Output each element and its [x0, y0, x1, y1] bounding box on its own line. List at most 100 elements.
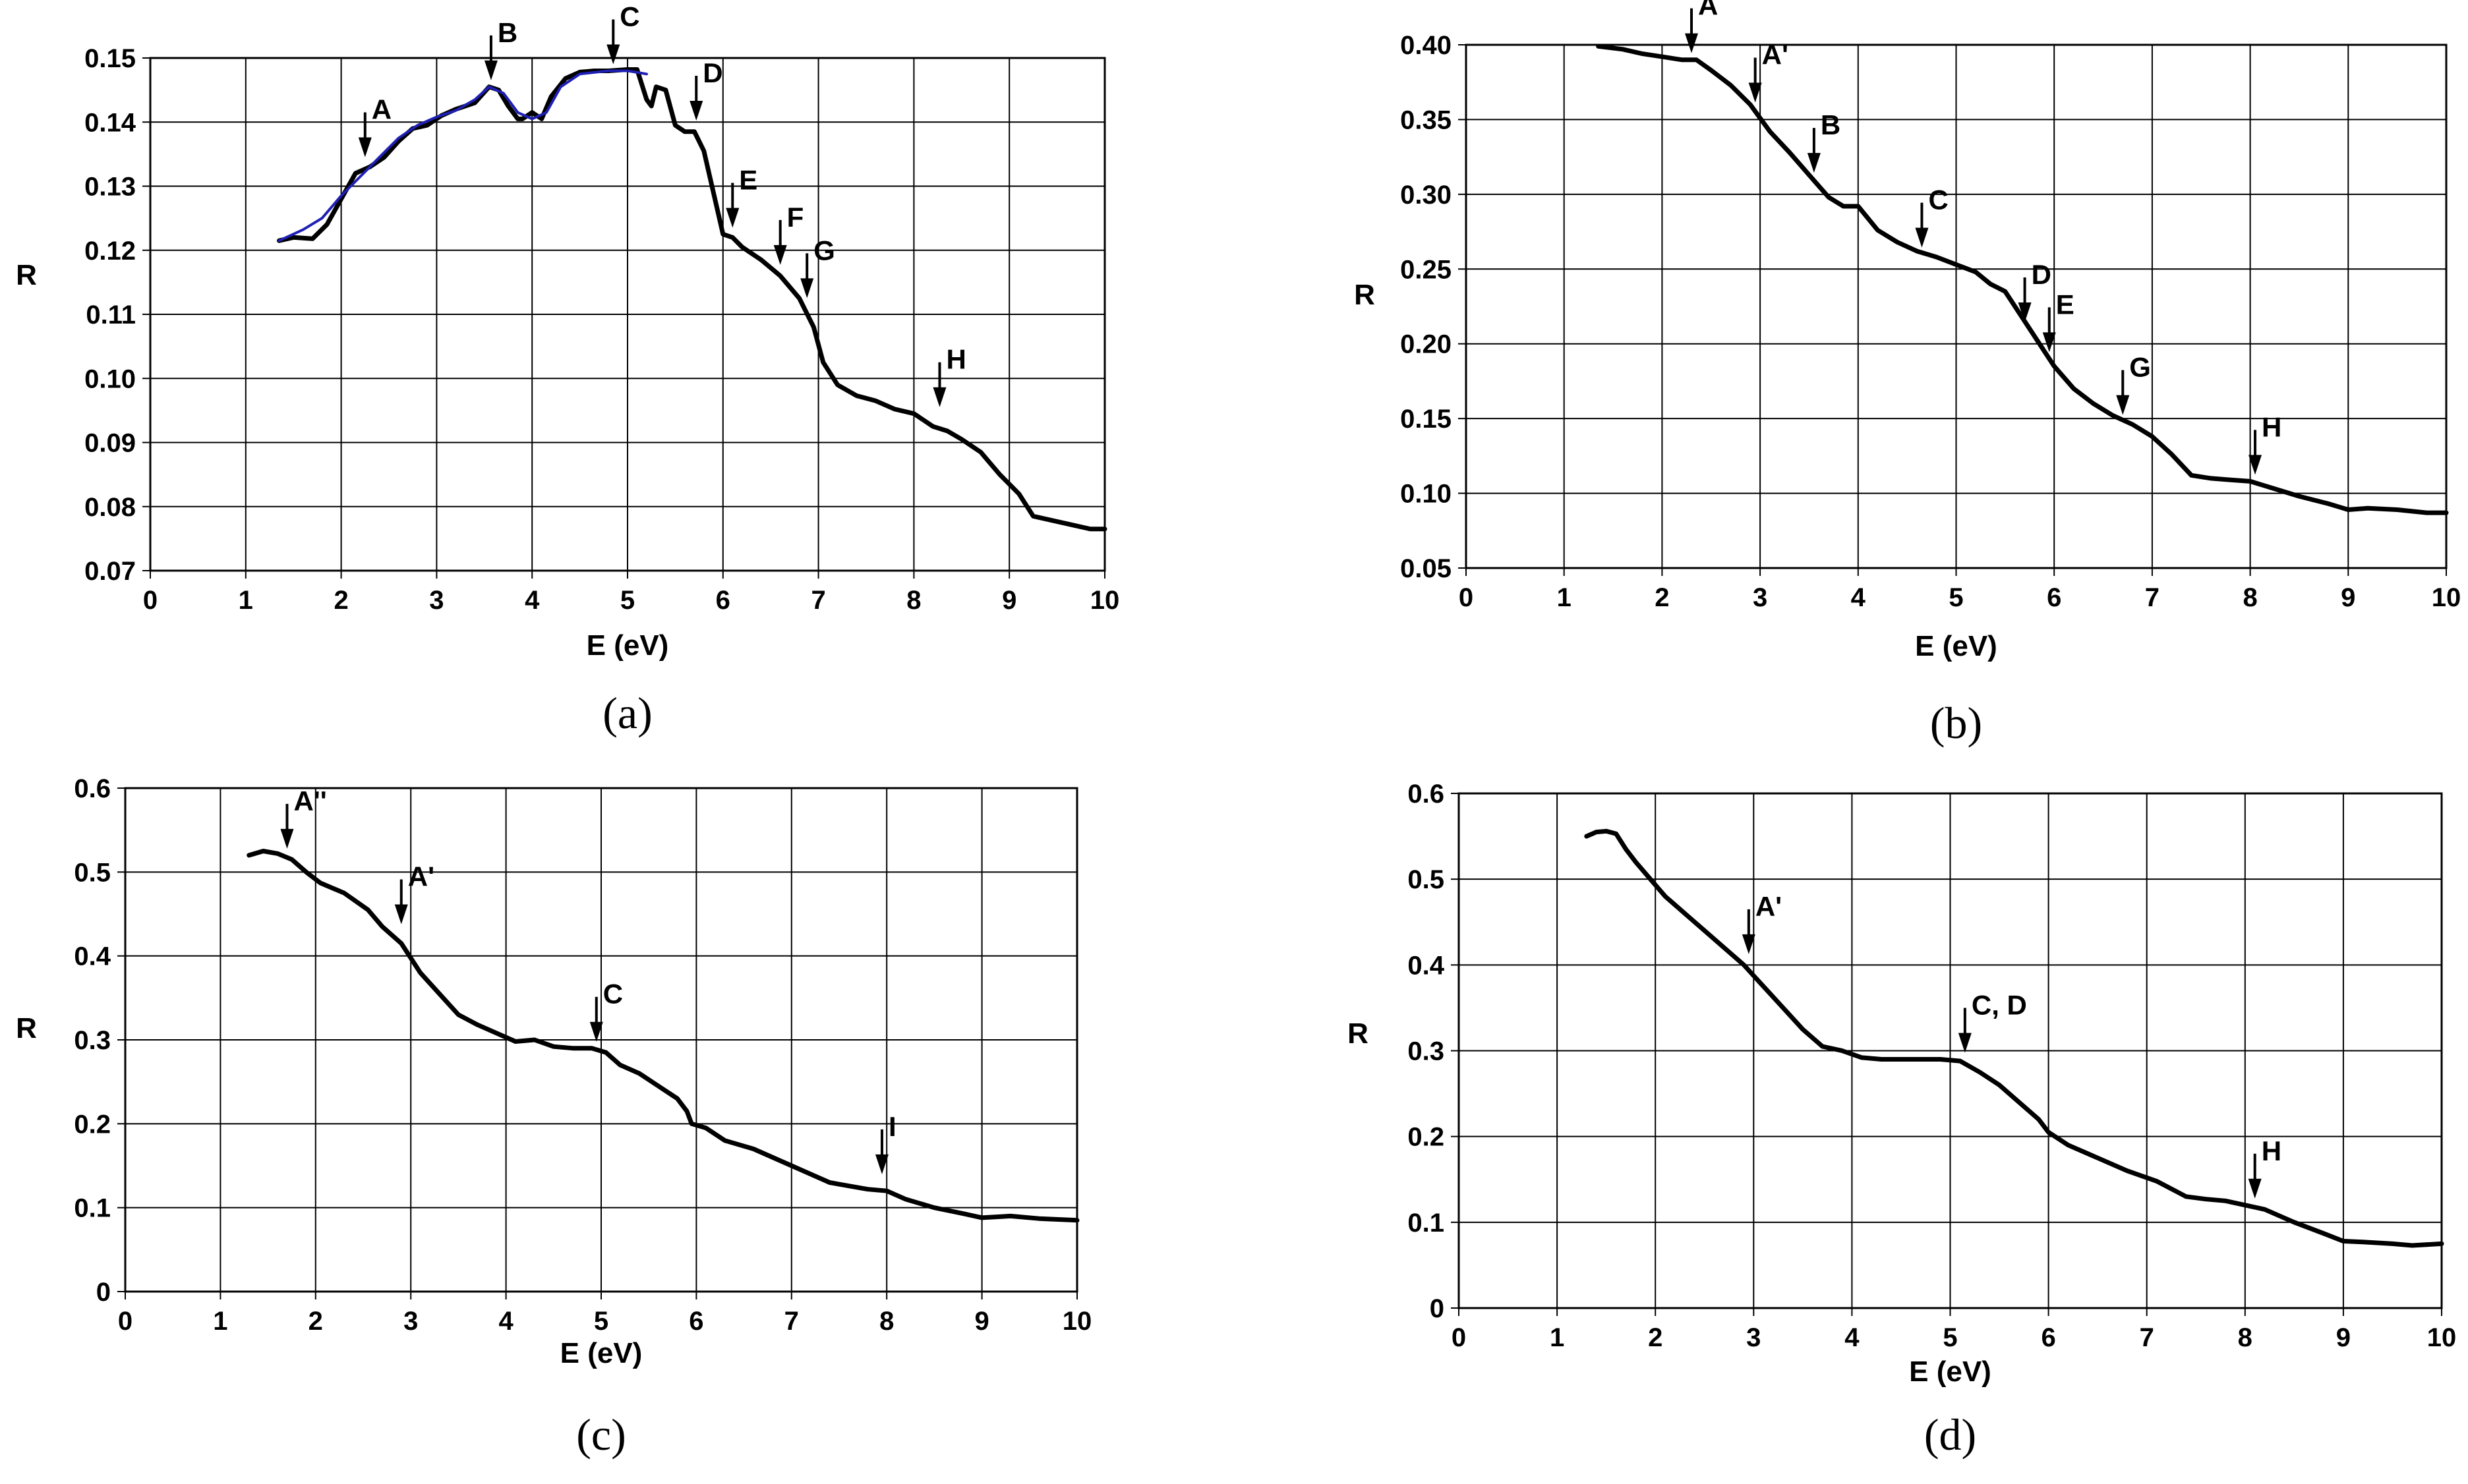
panel-0-xtick-label-10: 10: [1090, 586, 1120, 615]
panel-0-series-measured: [277, 67, 1107, 532]
panel-2-annotation-label-2: C: [603, 979, 623, 1010]
panel-3-series-measured: [1584, 828, 2444, 1248]
panel-3-ytick-label-3: 0.3: [1407, 1037, 1444, 1066]
panel-2-xtick-label-2: 2: [308, 1307, 323, 1336]
panel-0-annotation-arrow-head-7: [933, 387, 947, 407]
panel-1-xtick-label-1: 1: [1557, 583, 1572, 612]
chart-panel-b: 0 1 2 3 4 5 6 7 8 9 10 0.05 0.10 0.15 0.20 0.25 0.30 0.35…: [1354, 0, 2461, 748]
panel-0-xtick-label-6: 6: [716, 586, 730, 615]
panel-1-annotation-arrow-head-1: [1748, 82, 1762, 103]
panel-1-xtick-label-7: 7: [2145, 583, 2160, 612]
panel-1-ytick-label-4: 0.25: [1400, 255, 1452, 284]
panel-1-xtick-label-4: 4: [1851, 583, 1866, 612]
panel-0-annotation-label-0: A: [372, 94, 392, 125]
panel-2-xtick-label-7: 7: [784, 1307, 799, 1336]
panel-1-ytick-label-1: 0.10: [1400, 480, 1452, 509]
panel-1-annotation-label-1: A': [1762, 40, 1788, 71]
panel-1-annotation-arrow-head-7: [2248, 455, 2262, 475]
panel-0-annotation-arrow-head-3: [690, 101, 703, 121]
panel-0-annotation-label-1: B: [498, 17, 517, 48]
panel-2-xtick-label-3: 3: [403, 1307, 418, 1336]
panel-2-panel-label: (c): [576, 1410, 626, 1460]
panel-3-xtick-label-5: 5: [1943, 1323, 1957, 1352]
panel-3-ytick-label-4: 0.4: [1407, 951, 1444, 980]
panel-0-panel-label: (a): [602, 688, 652, 738]
panel-1-annotation-label-4: D: [2032, 259, 2051, 290]
panel-3-annotation-label-1: C, D: [1972, 990, 2027, 1021]
panel-0-ytick-label-0: 0.07: [84, 557, 136, 586]
panel-0-xtick-label-0: 0: [143, 586, 158, 615]
panel-0-xtick-label-8: 8: [906, 586, 921, 615]
panel-0-xtick-label-3: 3: [429, 586, 444, 615]
panel-3-ytick-label-6: 0.6: [1407, 780, 1444, 809]
panel-0-annotation-label-4: E: [739, 164, 757, 195]
panel-3-annotation-label-2: H: [2262, 1135, 2281, 1166]
panel-3-xtick-label-8: 8: [2238, 1323, 2252, 1352]
panel-2-ytick-label-2: 0.2: [74, 1110, 111, 1139]
panel-3-panel-label: (d): [1924, 1410, 1976, 1460]
panel-0-ytick-label-1: 0.08: [84, 493, 136, 522]
panel-3-xtick-label-10: 10: [2427, 1323, 2457, 1352]
panel-0-annotation-label-3: D: [703, 57, 722, 88]
panel-2-xtick-label-1: 1: [213, 1307, 227, 1336]
panel-2-annotation-label-0: A'': [293, 785, 326, 816]
chart-panel-d: 0 1 2 3 4 5 6 7 8 9 10 0 0.1 0.2 0.3 0.4 0.5 0.6 E (eV) R A'…: [1347, 780, 2456, 1460]
panel-1-xtick-label-8: 8: [2243, 583, 2257, 612]
panel-0-annotation-arrow-head-1: [484, 60, 498, 80]
panel-1-ytick-label-5: 0.30: [1400, 181, 1452, 210]
panel-2-annotation-arrow-head-1: [394, 904, 408, 925]
panel-3-xtick-label-4: 4: [1844, 1323, 1860, 1352]
panel-0-ytick-label-4: 0.11: [86, 300, 136, 329]
panel-2-ytick-label-4: 0.4: [74, 942, 111, 971]
panel-1-xtick-label-5: 5: [1949, 583, 1963, 612]
panel-1-annotation-arrow-head-6: [2116, 395, 2130, 415]
panel-0-xtick-label-7: 7: [811, 586, 825, 615]
panel-2-xtick-label-0: 0: [118, 1307, 132, 1336]
panel-1-xtick-label-2: 2: [1655, 583, 1669, 612]
panel-0-annotation-arrow-head-0: [358, 137, 372, 157]
panel-1-xtick-label-10: 10: [2432, 583, 2461, 612]
panel-1-xtick-label-3: 3: [1753, 583, 1767, 612]
panel-0-ytick-label-2: 0.09: [84, 429, 136, 458]
panel-3-xlabel: E (eV): [1909, 1356, 1991, 1388]
panel-1-annotation-label-7: H: [2262, 411, 2281, 442]
panel-0-ylabel: R: [16, 259, 37, 291]
panel-0-ytick-label-5: 0.12: [84, 237, 136, 266]
panel-1-xtick-label-0: 0: [1459, 583, 1473, 612]
panel-2-series-measured: [247, 849, 1080, 1223]
panel-1-annotation-label-0: A: [1698, 0, 1718, 21]
panel-0-xtick-label-5: 5: [620, 586, 635, 615]
panel-2-annotation-arrow-head-3: [875, 1154, 889, 1174]
panel-2-xtick-label-10: 10: [1063, 1307, 1092, 1336]
panel-1-annotation-arrow-head-5: [2042, 332, 2056, 353]
panel-1-ytick-label-6: 0.35: [1400, 105, 1452, 134]
panel-3-ytick-label-5: 0.5: [1407, 865, 1444, 894]
panel-2-annotation-arrow-head-0: [280, 828, 294, 849]
panel-0-annotation-arrow-head-5: [773, 244, 787, 265]
panel-0-annotation-label-5: F: [787, 202, 804, 233]
panel-0-xtick-label-4: 4: [525, 586, 540, 615]
panel-3-annotation-label-0: A': [1755, 891, 1782, 922]
panel-2-xtick-label-9: 9: [974, 1307, 989, 1336]
panel-0-annotation-label-6: G: [813, 235, 835, 266]
panel-3-ylabel: R: [1347, 1017, 1368, 1050]
panel-2-ytick-label-0: 0: [96, 1278, 111, 1307]
panel-2-xtick-label-5: 5: [594, 1307, 608, 1336]
panel-2-ytick-label-3: 0.3: [74, 1026, 111, 1055]
panel-3-xtick-label-9: 9: [2336, 1323, 2351, 1352]
panel-1-ytick-label-0: 0.05: [1400, 554, 1452, 583]
panel-3-annotation-arrow-head-1: [1958, 1033, 1972, 1053]
panel-0-ytick-label-3: 0.10: [84, 364, 136, 393]
panel-0-series-fit: [278, 69, 648, 243]
panel-1-annotation-arrow-head-0: [1685, 33, 1699, 53]
panel-0-annotation-label-2: C: [620, 1, 639, 32]
panel-2-xtick-label-6: 6: [689, 1307, 703, 1336]
panel-2-annotation-label-1: A': [408, 861, 434, 892]
panel-3-xtick-label-0: 0: [1452, 1323, 1466, 1352]
panel-1-ylabel: R: [1354, 279, 1375, 311]
panel-3-ytick-label-1: 0.1: [1407, 1209, 1444, 1238]
panel-1-series-measured: [1596, 43, 2449, 515]
panel-0-ytick-label-7: 0.14: [84, 108, 136, 137]
panel-2-xtick-label-4: 4: [498, 1307, 514, 1336]
